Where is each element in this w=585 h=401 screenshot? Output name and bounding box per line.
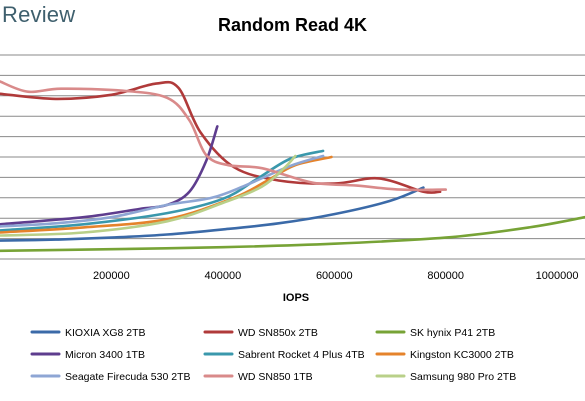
legend-item: KIOXIA XG8 2TB	[30, 327, 146, 339]
legend-item: Sabrent Rocket 4 Plus 4TB	[203, 349, 365, 361]
series-lines	[0, 80, 585, 253]
legend-label: WD SN850 1TB	[238, 371, 313, 383]
legend-label: KIOXIA XG8 2TB	[65, 327, 146, 339]
legend-item: Seagate Firecuda 530 2TB	[30, 371, 191, 383]
x-tick-label: 800000	[427, 270, 464, 282]
legend-item: WD SN850 1TB	[203, 371, 313, 383]
legend-item: Micron 3400 1TB	[30, 349, 145, 361]
x-tick-labels: 200000 400000 600000 800000 1000000	[93, 270, 578, 282]
x-tick-label: 400000	[205, 270, 242, 282]
legend-label: Seagate Firecuda 530 2TB	[65, 371, 191, 383]
legend-item: Samsung 980 Pro 2TB	[375, 371, 516, 383]
legend-label: SK hynix P41 2TB	[410, 327, 495, 339]
legend-label: Micron 3400 1TB	[65, 349, 145, 361]
x-tick-label: 1000000	[536, 270, 579, 282]
legend-item: SK hynix P41 2TB	[375, 327, 495, 339]
chart-title: Random Read 4K	[217, 15, 368, 35]
series-line-9	[0, 154, 297, 237]
series-line-8	[0, 80, 447, 192]
x-axis-title: IOPS	[283, 292, 309, 304]
series-line-1	[0, 186, 425, 242]
series-line-2	[0, 80, 442, 194]
legend-item: Kingston KC3000 2TB	[375, 349, 514, 361]
legend-label: Kingston KC3000 2TB	[410, 349, 514, 361]
legend-label: Sabrent Rocket 4 Plus 4TB	[238, 349, 365, 361]
watermark-logo: Review	[2, 2, 76, 27]
series-line-5	[0, 149, 325, 232]
x-tick-label: 600000	[316, 270, 353, 282]
legend-label: Samsung 980 Pro 2TB	[410, 371, 516, 383]
legend: KIOXIA XG8 2TB WD SN850x 2TB SK hynix P41 …	[30, 327, 516, 383]
x-tick-label: 200000	[93, 270, 130, 282]
legend-label: WD SN850x 2TB	[238, 327, 318, 339]
series-line-3	[0, 215, 585, 253]
legend-item: WD SN850x 2TB	[203, 327, 318, 339]
